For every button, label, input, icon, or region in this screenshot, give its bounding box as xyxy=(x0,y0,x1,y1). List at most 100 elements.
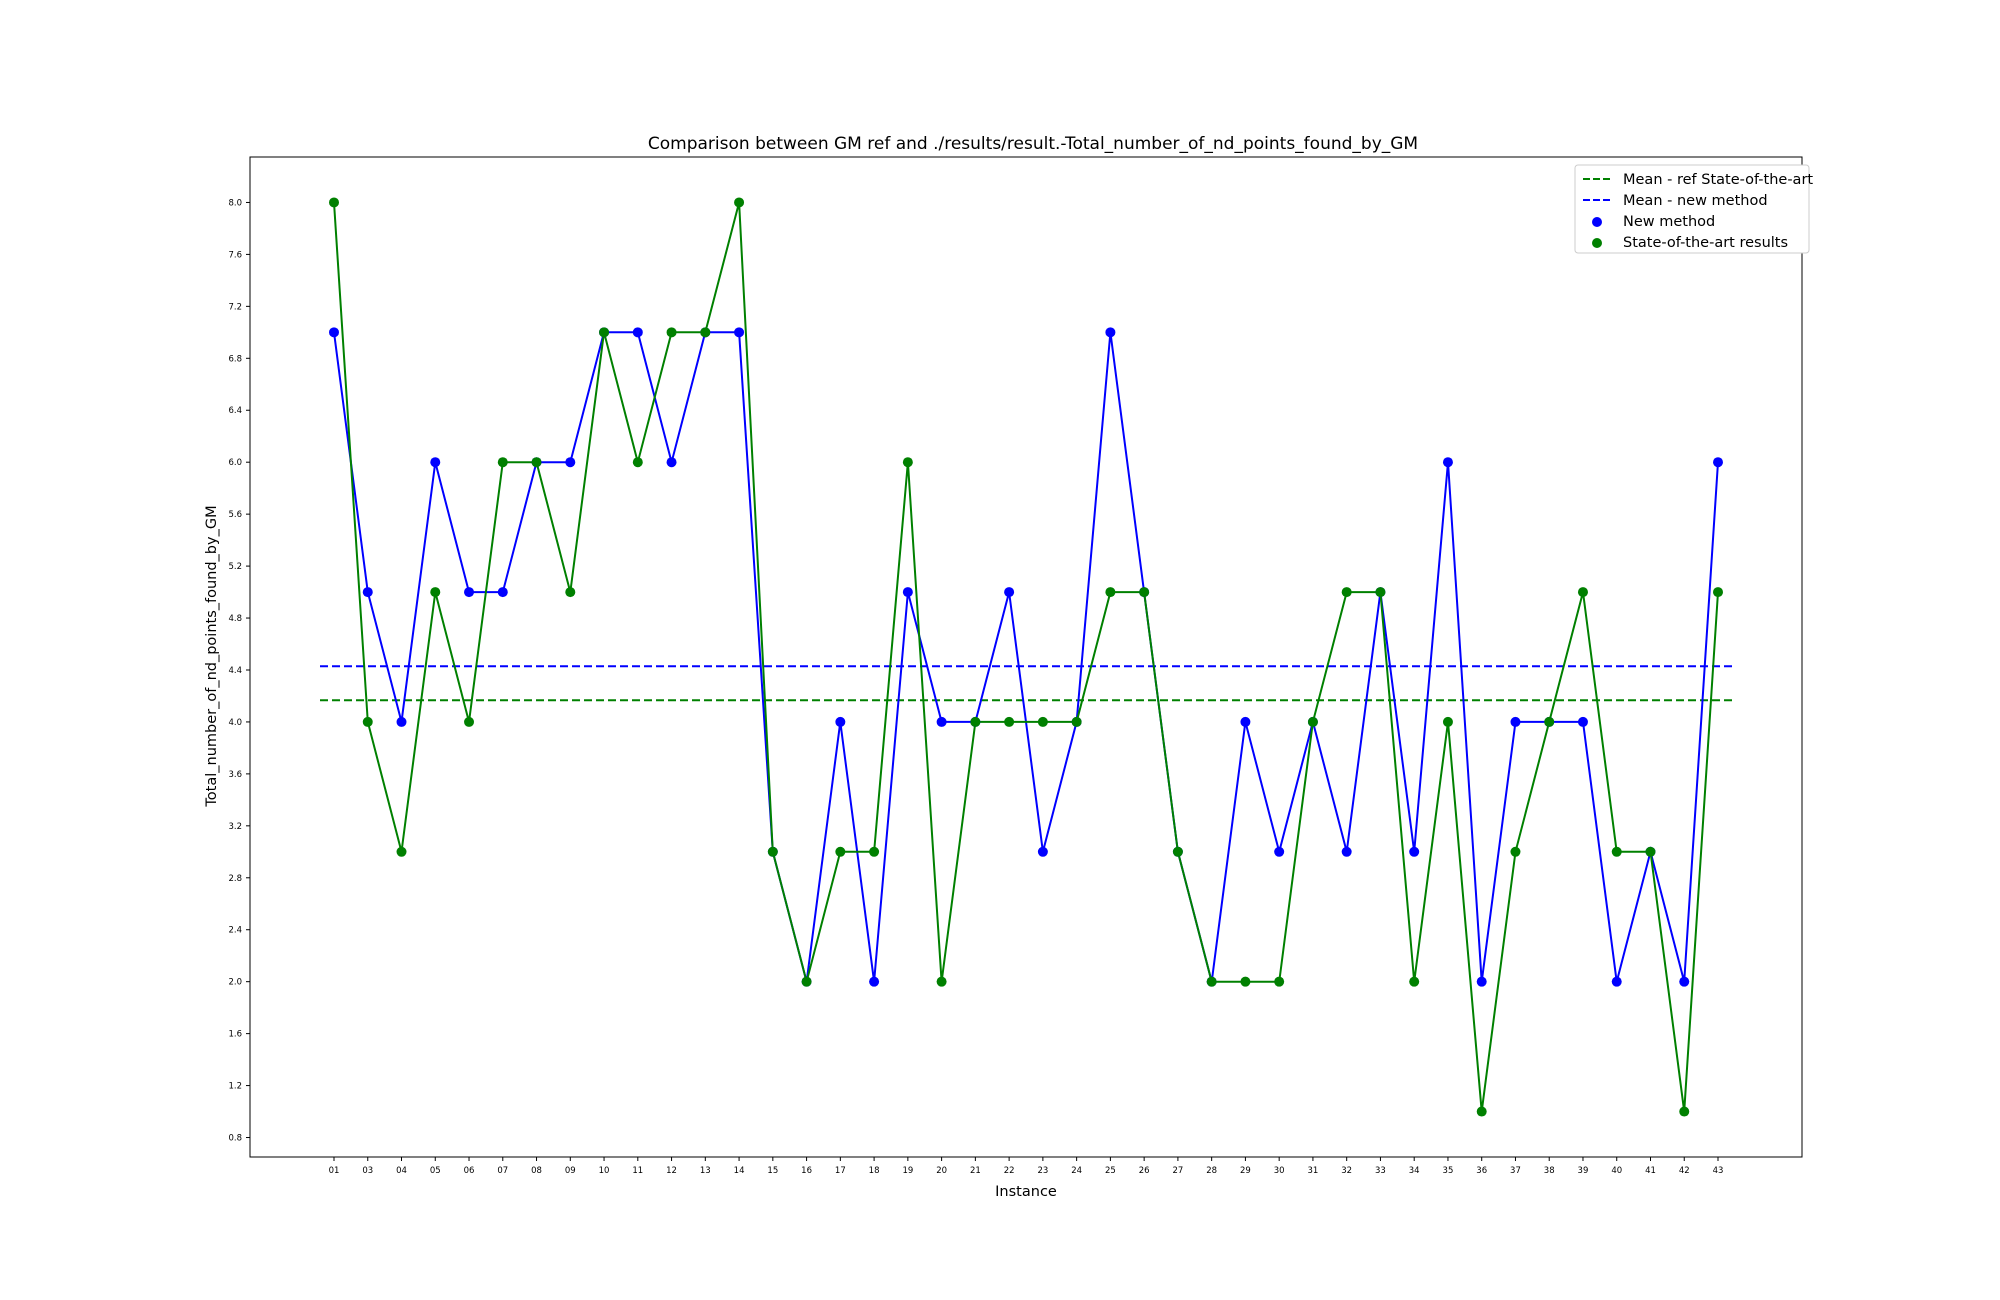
data-point xyxy=(1037,846,1048,857)
x-tick-label: 10 xyxy=(599,1166,610,1176)
y-tick-label: 6.0 xyxy=(228,458,242,468)
data-point xyxy=(632,327,643,338)
data-point xyxy=(700,327,711,338)
data-point xyxy=(396,716,407,727)
y-tick-label: 1.2 xyxy=(228,1082,242,1092)
data-point xyxy=(801,976,812,987)
x-tick-label: 40 xyxy=(1611,1166,1622,1176)
data-point xyxy=(1476,1106,1487,1117)
x-tick-label: 43 xyxy=(1713,1166,1724,1176)
plot-frame xyxy=(249,156,1803,1158)
y-tick-label: 2.4 xyxy=(228,926,242,936)
data-point xyxy=(666,457,677,468)
y-tick-label: 2.8 xyxy=(228,874,242,884)
y-tick-label: 4.8 xyxy=(228,614,242,624)
x-tick-label: 06 xyxy=(464,1166,475,1176)
legend-label: Mean - ref State-of-the-art xyxy=(1623,172,1813,188)
x-tick-label: 05 xyxy=(430,1166,441,1176)
data-point xyxy=(1341,587,1352,598)
data-point xyxy=(599,327,610,338)
y-tick-label: 5.6 xyxy=(228,510,242,520)
data-point xyxy=(936,976,947,987)
y-tick-label: 7.2 xyxy=(228,302,242,312)
data-point xyxy=(1240,716,1251,727)
x-tick-label: 01 xyxy=(329,1166,340,1176)
data-point xyxy=(362,587,373,598)
data-point xyxy=(1206,976,1217,987)
y-tick-label: 3.6 xyxy=(228,770,242,780)
x-tick-label: 34 xyxy=(1409,1166,1420,1176)
legend-marker-swatch xyxy=(1592,217,1602,227)
data-point xyxy=(396,846,407,857)
y-tick-label: 6.4 xyxy=(228,406,242,416)
data-point xyxy=(902,457,913,468)
legend-label: New method xyxy=(1623,214,1715,230)
data-point xyxy=(1409,846,1420,857)
data-point xyxy=(1375,587,1386,598)
x-tick-label: 24 xyxy=(1071,1166,1082,1176)
x-tick-label: 19 xyxy=(902,1166,913,1176)
data-point xyxy=(565,457,576,468)
x-tick-label: 36 xyxy=(1476,1166,1487,1176)
x-tick-label: 18 xyxy=(869,1166,880,1176)
y-tick-label: 6.8 xyxy=(228,354,242,364)
data-point xyxy=(497,587,508,598)
data-point xyxy=(869,846,880,857)
data-point xyxy=(902,587,913,598)
data-point xyxy=(1713,587,1723,598)
x-tick-label: 15 xyxy=(767,1166,778,1176)
data-point xyxy=(835,716,846,727)
data-point xyxy=(1645,846,1656,857)
data-point xyxy=(1577,587,1588,598)
data-point xyxy=(734,197,745,208)
y-tick-label: 8.0 xyxy=(228,198,242,208)
x-tick-label: 29 xyxy=(1240,1166,1251,1176)
x-tick-label: 22 xyxy=(1004,1166,1015,1176)
x-tick-label: 38 xyxy=(1544,1166,1555,1176)
x-tick-label: 11 xyxy=(632,1166,643,1176)
x-tick-label: 07 xyxy=(497,1166,508,1176)
data-point xyxy=(362,716,373,727)
data-point xyxy=(936,716,947,727)
data-point xyxy=(1679,1106,1690,1117)
x-tick-label: 08 xyxy=(531,1166,542,1176)
x-tick-label: 21 xyxy=(970,1166,981,1176)
data-point xyxy=(1240,976,1251,987)
data-point xyxy=(329,327,339,338)
x-tick-label: 28 xyxy=(1206,1166,1217,1176)
data-point xyxy=(464,716,475,727)
data-point xyxy=(767,846,778,857)
x-tick-label: 32 xyxy=(1341,1166,1352,1176)
data-point xyxy=(1442,716,1453,727)
y-tick-label: 1.6 xyxy=(228,1030,242,1040)
data-point xyxy=(1105,587,1116,598)
x-tick-label: 16 xyxy=(801,1166,812,1176)
y-tick-label: 3.2 xyxy=(228,822,242,832)
x-tick-label: 23 xyxy=(1037,1166,1048,1176)
x-tick-label: 35 xyxy=(1443,1166,1454,1176)
x-tick-label: 20 xyxy=(936,1166,947,1176)
data-point xyxy=(565,587,576,598)
x-tick-label: 39 xyxy=(1578,1166,1589,1176)
data-point xyxy=(1442,457,1453,468)
data-point xyxy=(1510,716,1521,727)
data-point xyxy=(430,587,441,598)
y-tick-label: 7.6 xyxy=(228,250,242,260)
data-point xyxy=(1274,976,1285,987)
data-point xyxy=(1105,327,1116,338)
data-point xyxy=(1510,846,1521,857)
data-point xyxy=(1577,716,1588,727)
x-tick-label: 27 xyxy=(1172,1166,1183,1176)
y-tick-label: 4.4 xyxy=(228,666,242,676)
x-tick-label: 30 xyxy=(1274,1166,1285,1176)
data-point xyxy=(1409,976,1420,987)
data-point xyxy=(1341,846,1352,857)
data-point xyxy=(1274,846,1285,857)
x-tick-label: 09 xyxy=(565,1166,576,1176)
data-point xyxy=(1307,716,1318,727)
x-tick-label: 12 xyxy=(666,1166,677,1176)
data-point xyxy=(1037,716,1048,727)
x-tick-label: 03 xyxy=(362,1166,373,1176)
data-point xyxy=(1004,587,1015,598)
